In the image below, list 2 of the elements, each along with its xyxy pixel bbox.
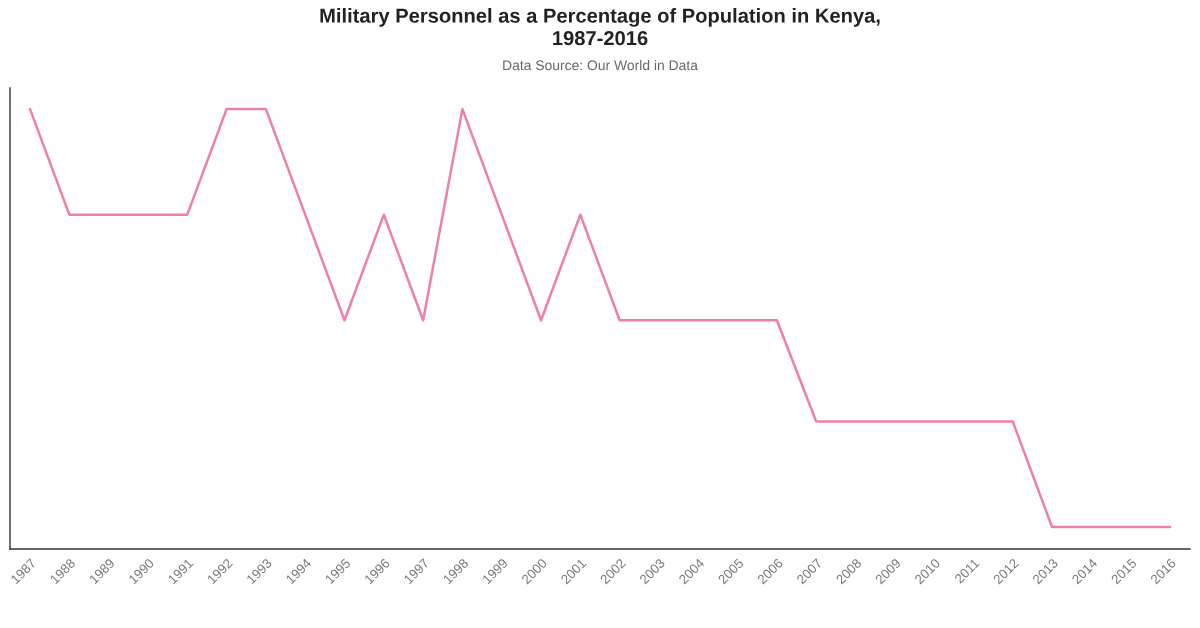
chart-title: Military Personnel as a Percentage of Population in Kenya, 1987-2016 [320, 8, 880, 46]
chart-subtitle: Data Source: Our World in Data [503, 60, 698, 71]
